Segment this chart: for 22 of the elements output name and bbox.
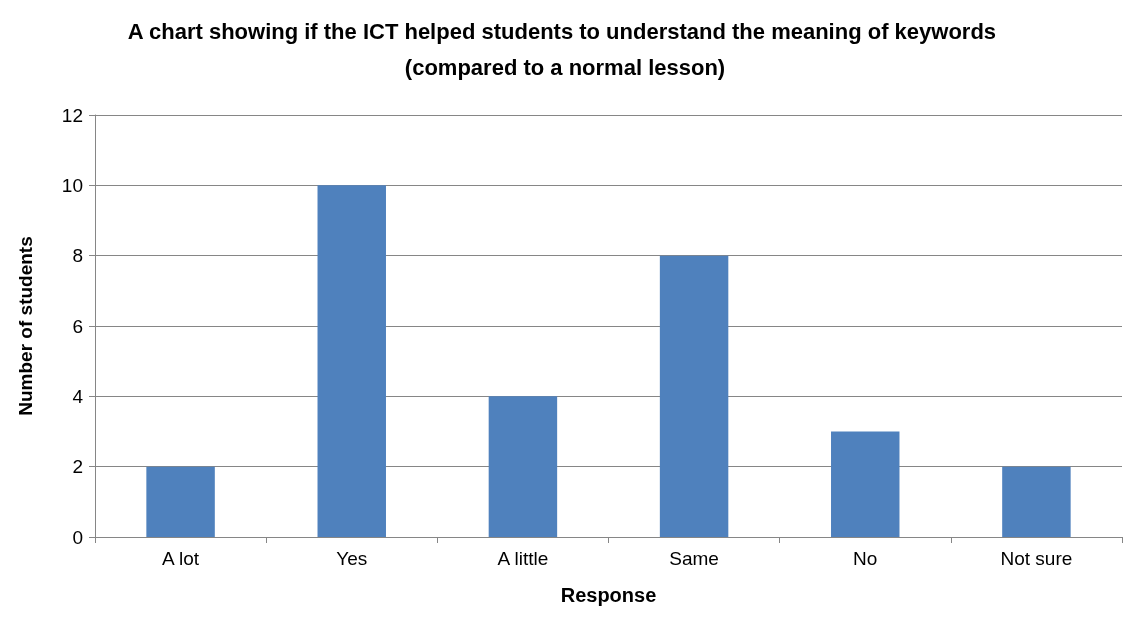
- x-tick-label: A little: [497, 548, 549, 569]
- y-tick-label: 4: [72, 385, 84, 407]
- bar: [146, 466, 215, 537]
- x-tick-label: No: [853, 548, 878, 569]
- y-tick-label: 10: [61, 174, 83, 196]
- bar: [488, 396, 558, 537]
- bar: [659, 255, 729, 537]
- x-tick-label: Not sure: [1000, 548, 1073, 569]
- y-tick-label: 0: [72, 526, 83, 548]
- y-tick-label: 8: [72, 245, 83, 267]
- x-tick-label: A lot: [162, 548, 200, 569]
- y-tick-label: 6: [72, 315, 83, 337]
- x-axis-title: Response: [560, 584, 657, 606]
- y-tick-label: 12: [61, 104, 83, 126]
- bar: [1002, 466, 1071, 537]
- x-tick-label: Same: [669, 548, 719, 569]
- bar: [317, 185, 386, 537]
- bar: [831, 431, 900, 537]
- chart-title: A chart showing if the ICT helped students to understand the meaning of keywords (compared to a normal lesson): [127, 18, 1003, 80]
- x-tick-label: Yes: [336, 548, 368, 569]
- y-tick-label: 2: [72, 456, 83, 478]
- y-axis-title: Number of students: [15, 236, 36, 416]
